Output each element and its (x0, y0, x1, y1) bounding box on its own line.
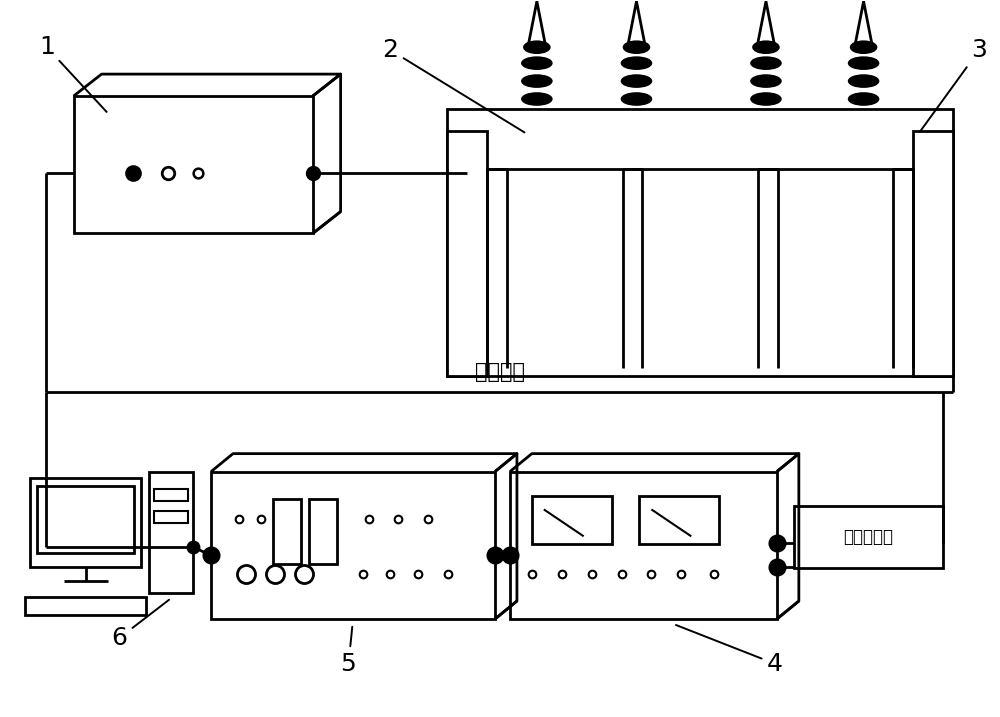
Ellipse shape (851, 42, 877, 53)
Bar (447, 109, 953, 376)
Ellipse shape (622, 75, 651, 87)
Bar (639, 496, 719, 544)
Ellipse shape (751, 57, 781, 69)
Bar (211, 472, 495, 619)
Text: 2: 2 (382, 38, 525, 133)
Bar (30, 478, 141, 567)
Ellipse shape (849, 93, 879, 105)
Ellipse shape (522, 57, 552, 69)
Text: 6: 6 (112, 599, 169, 650)
Ellipse shape (751, 75, 781, 87)
Ellipse shape (522, 75, 552, 87)
Text: 5: 5 (341, 627, 356, 676)
Ellipse shape (622, 57, 651, 69)
Bar (309, 500, 337, 564)
Bar (154, 511, 188, 523)
Ellipse shape (849, 57, 879, 69)
Ellipse shape (849, 75, 879, 87)
Text: 参考信号: 参考信号 (475, 362, 525, 382)
Ellipse shape (522, 93, 552, 105)
Bar (510, 472, 777, 619)
Text: 4: 4 (676, 625, 783, 676)
Text: 1: 1 (39, 35, 107, 112)
Ellipse shape (524, 42, 550, 53)
Bar (149, 472, 193, 593)
Bar (154, 490, 188, 501)
Ellipse shape (624, 42, 649, 53)
Bar (25, 597, 146, 615)
Bar (447, 131, 487, 376)
Bar (532, 496, 612, 544)
Text: 光电探测器: 光电探测器 (844, 528, 894, 546)
Bar (913, 131, 953, 376)
Bar (794, 506, 943, 568)
Bar (37, 485, 134, 554)
Bar (273, 500, 301, 564)
Ellipse shape (753, 42, 779, 53)
Bar (74, 96, 313, 234)
Text: 3: 3 (920, 38, 987, 132)
Ellipse shape (751, 93, 781, 105)
Ellipse shape (622, 93, 651, 105)
